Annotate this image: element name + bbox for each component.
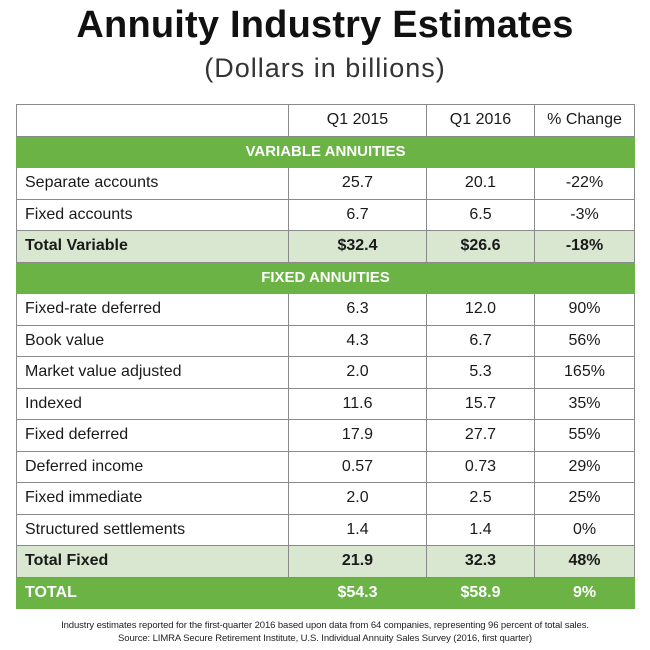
table-row: Fixed accounts 6.7 6.5 -3% xyxy=(16,198,635,231)
table-row: Fixed deferred 17.9 27.7 55% xyxy=(16,419,635,452)
cell-q1-2016: 20.1 xyxy=(426,167,535,200)
cell-pct-change: 90% xyxy=(534,293,635,326)
row-label: Fixed-rate deferred xyxy=(16,293,289,326)
subtotal-row-fixed: Total Fixed 21.9 32.3 48% xyxy=(16,545,635,578)
annuity-estimates-table: Q1 2015 Q1 2016 % Change VARIABLE ANNUIT… xyxy=(16,104,635,609)
cell-q1-2016: 15.7 xyxy=(426,387,535,420)
row-label: Book value xyxy=(16,324,289,357)
row-label: Total Fixed xyxy=(16,545,289,578)
cell-q1-2016: $58.9 xyxy=(426,576,535,609)
cell-pct-change: 48% xyxy=(534,545,635,578)
subtotal-row-variable: Total Variable $32.4 $26.6 -18% xyxy=(16,230,635,263)
cell-q1-2016: 5.3 xyxy=(426,356,535,389)
cell-q1-2016: 1.4 xyxy=(426,513,535,546)
cell-q1-2016: 6.5 xyxy=(426,198,535,231)
cell-pct-change: 0% xyxy=(534,513,635,546)
table-row: Book value 4.3 6.7 56% xyxy=(16,324,635,357)
row-label: Fixed accounts xyxy=(16,198,289,231)
cell-q1-2016: 2.5 xyxy=(426,482,535,515)
cell-q1-2015: 21.9 xyxy=(288,545,427,578)
grand-total-row: TOTAL $54.3 $58.9 9% xyxy=(16,576,635,609)
cell-pct-change: 56% xyxy=(534,324,635,357)
cell-q1-2015: 6.7 xyxy=(288,198,427,231)
cell-pct-change: -3% xyxy=(534,198,635,231)
section-title: FIXED ANNUITIES xyxy=(16,261,635,294)
section-title: VARIABLE ANNUITIES xyxy=(16,135,635,168)
cell-pct-change: 29% xyxy=(534,450,635,483)
cell-pct-change: -18% xyxy=(534,230,635,263)
cell-q1-2016: 0.73 xyxy=(426,450,535,483)
section-header-variable: VARIABLE ANNUITIES xyxy=(16,135,635,168)
row-label: TOTAL xyxy=(16,576,289,609)
page-subtitle: (Dollars in billions) xyxy=(204,53,446,83)
cell-pct-change: 9% xyxy=(534,576,635,609)
row-label: Total Variable xyxy=(16,230,289,263)
column-header-pct-change: % Change xyxy=(534,104,635,137)
table-row: Market value adjusted 2.0 5.3 165% xyxy=(16,356,635,389)
row-label: Separate accounts xyxy=(16,167,289,200)
table-row: Structured settlements 1.4 1.4 0% xyxy=(16,513,635,546)
row-label: Structured settlements xyxy=(16,513,289,546)
cell-pct-change: -22% xyxy=(534,167,635,200)
cell-q1-2015: 2.0 xyxy=(288,356,427,389)
cell-q1-2015: 0.57 xyxy=(288,450,427,483)
cell-q1-2015: 25.7 xyxy=(288,167,427,200)
cell-q1-2016: $26.6 xyxy=(426,230,535,263)
column-header-q1-2016: Q1 2016 xyxy=(426,104,535,137)
cell-pct-change: 165% xyxy=(534,356,635,389)
cell-q1-2015: 11.6 xyxy=(288,387,427,420)
cell-q1-2016: 12.0 xyxy=(426,293,535,326)
column-header-row: Q1 2015 Q1 2016 % Change xyxy=(16,104,635,137)
section-header-fixed: FIXED ANNUITIES xyxy=(16,261,635,294)
cell-pct-change: 35% xyxy=(534,387,635,420)
column-header-blank xyxy=(16,104,289,137)
row-label: Fixed immediate xyxy=(16,482,289,515)
cell-q1-2016: 27.7 xyxy=(426,419,535,452)
column-header-q1-2015: Q1 2015 xyxy=(288,104,427,137)
cell-q1-2015: $32.4 xyxy=(288,230,427,263)
footnote-source: Source: LIMRA Secure Retirement Institut… xyxy=(118,633,532,644)
cell-q1-2015: 17.9 xyxy=(288,419,427,452)
cell-q1-2015: 2.0 xyxy=(288,482,427,515)
page-title: Annuity Industry Estimates xyxy=(76,4,574,46)
row-label: Indexed xyxy=(16,387,289,420)
row-label: Deferred income xyxy=(16,450,289,483)
row-label: Fixed deferred xyxy=(16,419,289,452)
cell-q1-2015: 1.4 xyxy=(288,513,427,546)
cell-pct-change: 25% xyxy=(534,482,635,515)
cell-pct-change: 55% xyxy=(534,419,635,452)
table-row: Separate accounts 25.7 20.1 -22% xyxy=(16,167,635,200)
cell-q1-2015: 4.3 xyxy=(288,324,427,357)
cell-q1-2015: $54.3 xyxy=(288,576,427,609)
table-row: Fixed immediate 2.0 2.5 25% xyxy=(16,482,635,515)
cell-q1-2015: 6.3 xyxy=(288,293,427,326)
table-row: Deferred income 0.57 0.73 29% xyxy=(16,450,635,483)
table-row: Indexed 11.6 15.7 35% xyxy=(16,387,635,420)
cell-q1-2016: 32.3 xyxy=(426,545,535,578)
cell-q1-2016: 6.7 xyxy=(426,324,535,357)
row-label: Market value adjusted xyxy=(16,356,289,389)
table-row: Fixed-rate deferred 6.3 12.0 90% xyxy=(16,293,635,326)
footnote-methodology: Industry estimates reported for the firs… xyxy=(61,620,589,631)
